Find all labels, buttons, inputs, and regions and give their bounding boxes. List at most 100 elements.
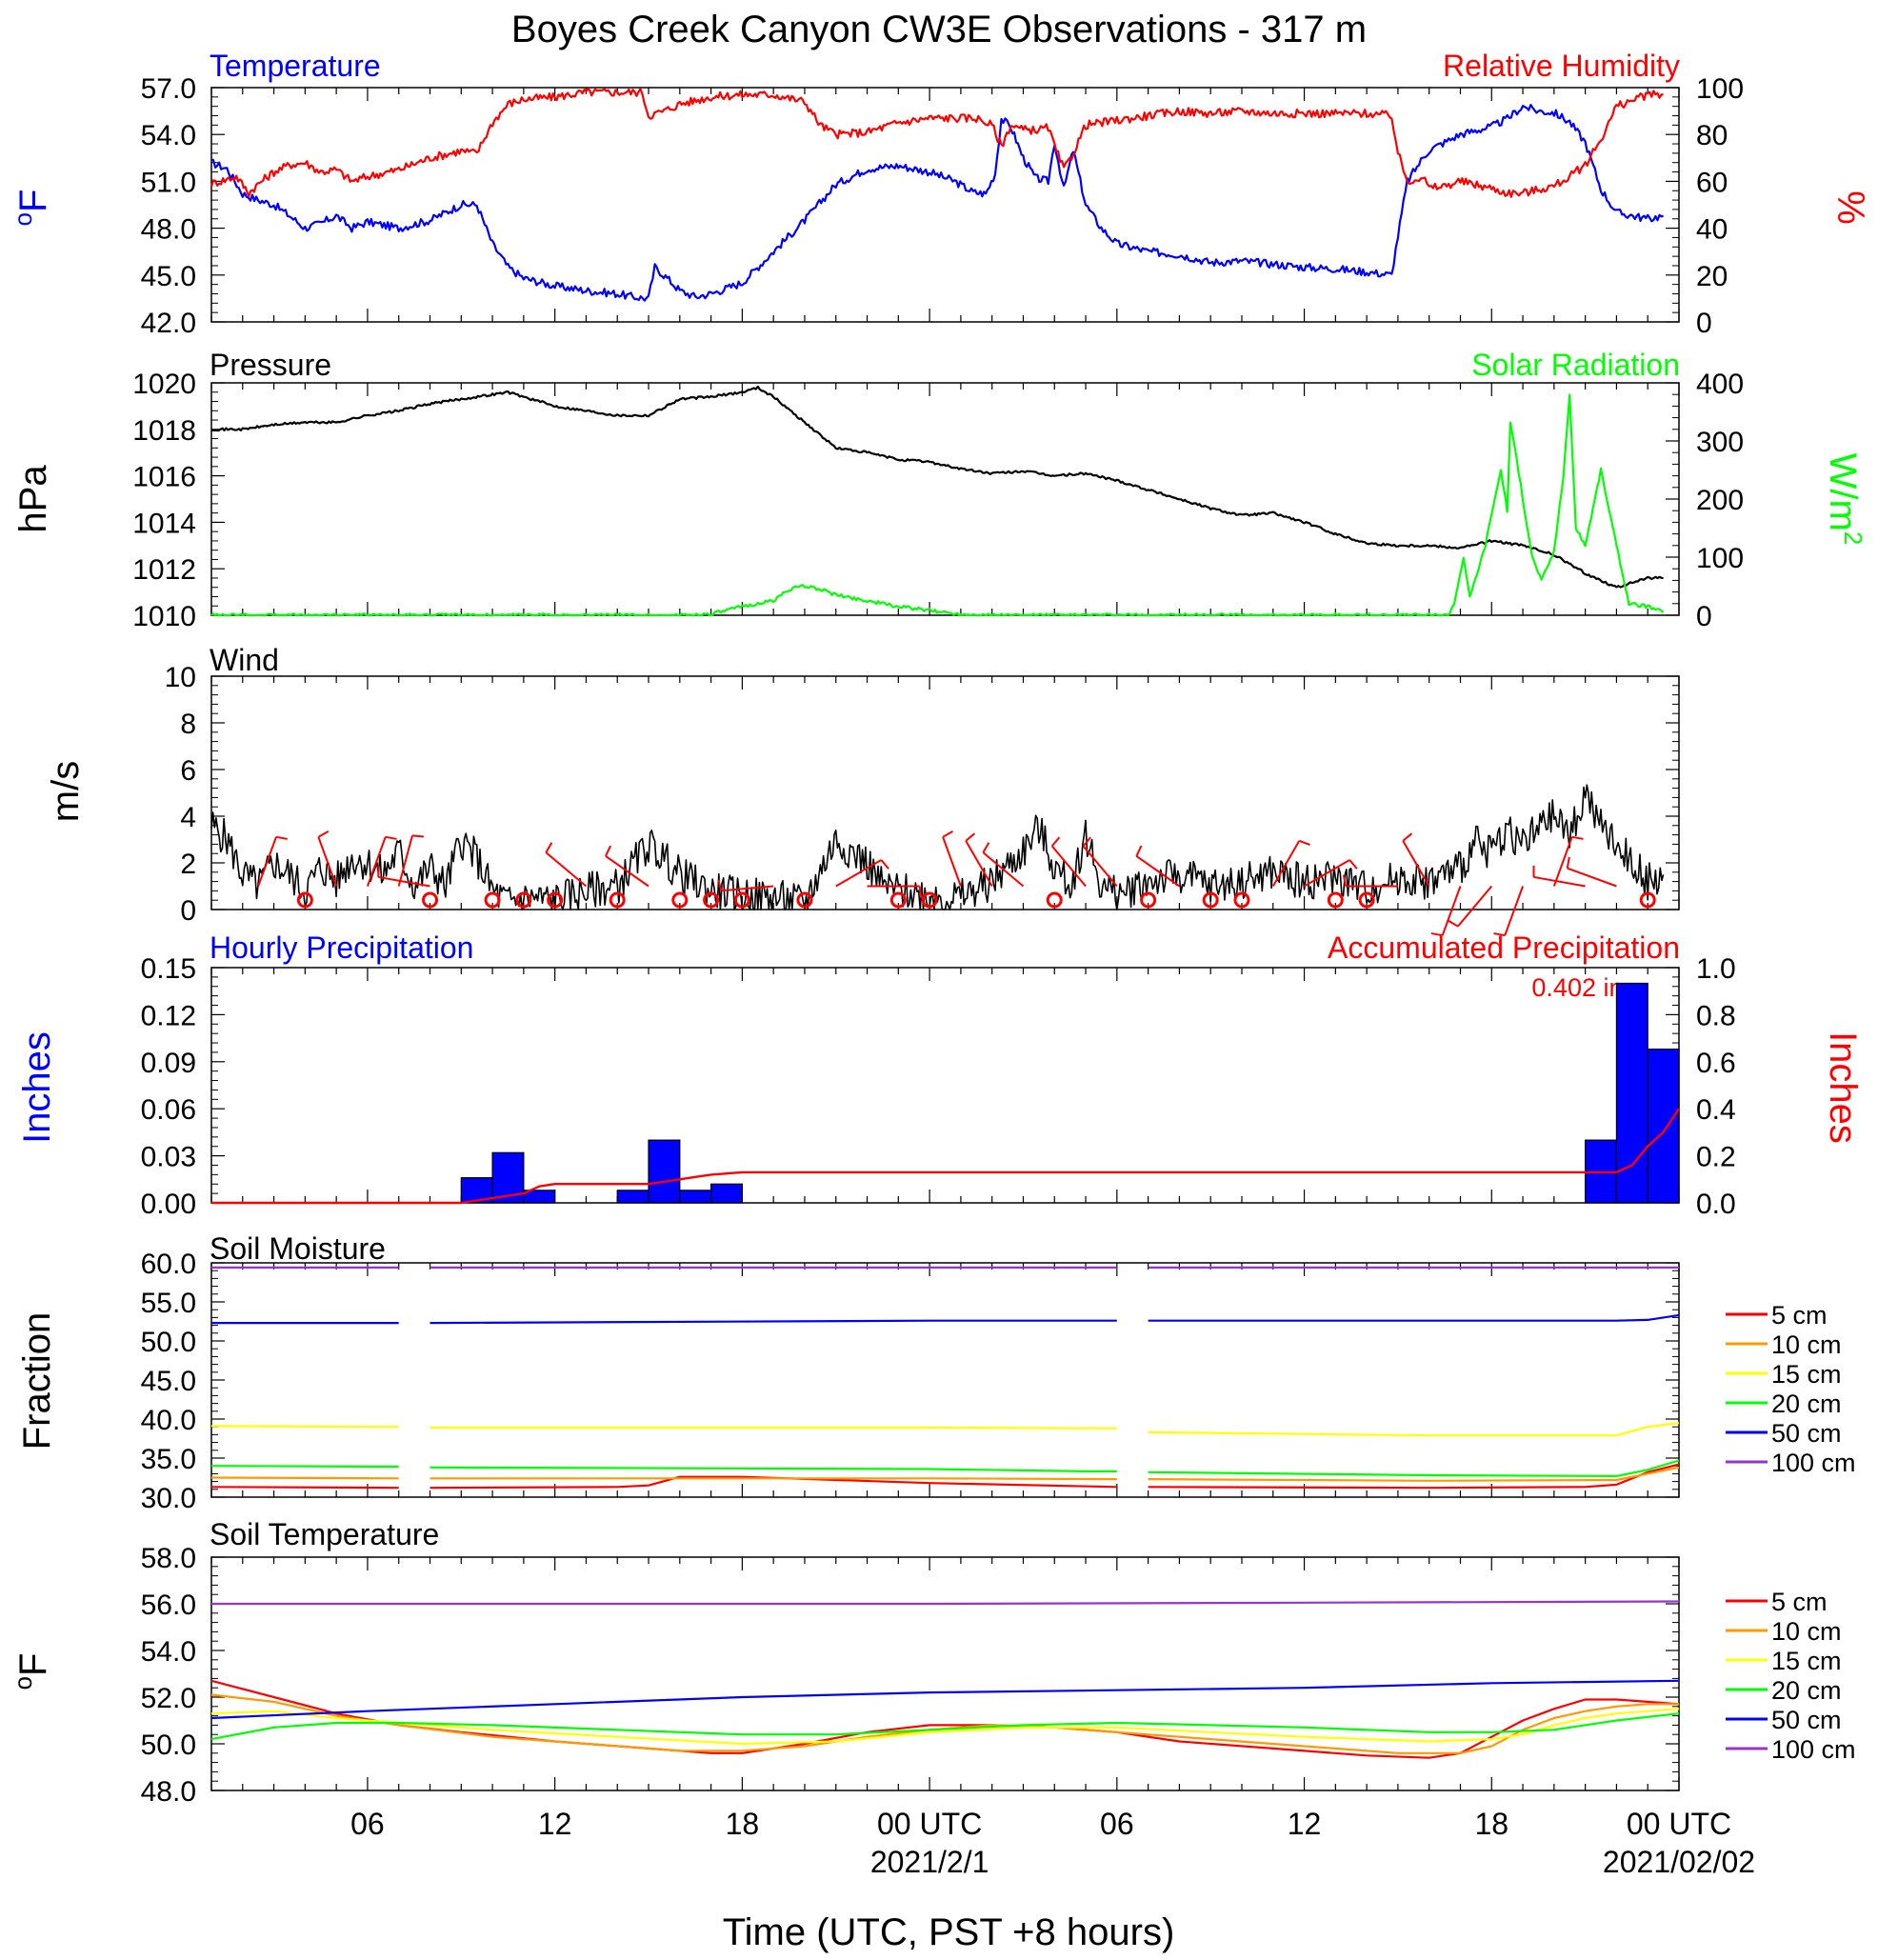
wind-barb-flag	[317, 830, 330, 838]
series-line-5-cm	[1148, 1463, 1680, 1490]
temperature-rh-panel: Temperature Relative Humidity oF %	[9, 49, 1871, 226]
wind-barb	[1567, 867, 1617, 888]
x-axis-label: Time (UTC, PST +8 hours)	[723, 1911, 1175, 1953]
x-date-label: 2021/2/1	[870, 1845, 989, 1879]
precipitation-panel: Hourly Precipitation Accumulated Precipi…	[16, 930, 1864, 1144]
wind-barb	[366, 836, 387, 887]
y-tick-label-right: 100	[1696, 543, 1744, 574]
plot-frame	[210, 967, 1680, 1204]
y-tick-label-left: 55.0	[141, 1288, 196, 1319]
series-line-5-cm	[430, 1475, 1117, 1490]
y-tick-label-right: 300	[1696, 427, 1744, 458]
x-date-label: 2021/02/02	[1603, 1845, 1755, 1879]
solar-axis-label: W/m2	[1822, 453, 1868, 546]
y-tick-label-left: 1020	[132, 369, 196, 400]
temperature-axis-label: oF	[9, 190, 54, 227]
hourly-precip-axis-label: Inches	[16, 1031, 58, 1144]
wind-barb-flag	[1349, 859, 1358, 870]
calm-wind-marker	[1233, 891, 1250, 909]
y-tick-label-left: 50.0	[141, 1730, 196, 1761]
solar-radiation-title: Solar Radiation	[1471, 348, 1680, 382]
wind-barb-flag	[275, 835, 288, 840]
x-tick-label: 18	[1474, 1807, 1508, 1841]
y-tick-label-left: 0	[180, 895, 196, 927]
wind-barb	[257, 836, 277, 887]
y-tick-label-right: 100	[1696, 73, 1744, 105]
pressure-title: Pressure	[210, 348, 331, 382]
y-tick-label-left: 0.09	[141, 1048, 196, 1079]
series-line-10-cm	[210, 1476, 399, 1480]
calm-wind-marker	[1046, 891, 1063, 909]
series-line-50-cm	[430, 1319, 1117, 1325]
series-line-20-cm	[210, 1465, 399, 1469]
y-tick-label-right: 40	[1696, 214, 1728, 246]
relative-humidity-title: Relative Humidity	[1443, 49, 1680, 83]
precip-total-annotation: 0.402 in.	[1531, 973, 1630, 1002]
legend-label: 5 cm	[1771, 1588, 1828, 1616]
y-tick-label-right: 0	[1696, 308, 1712, 339]
calm-wind-marker	[296, 891, 313, 909]
series-line-relative-humidity	[210, 88, 1664, 198]
wind-barb-flag	[411, 834, 424, 838]
y-tick-label-left: 8	[180, 709, 196, 740]
legend-label: 100 cm	[1771, 1735, 1856, 1764]
precip-bar	[679, 1190, 712, 1204]
y-tick-label-right: 80	[1696, 120, 1728, 151]
x-tick-label: 00 UTC	[1627, 1807, 1731, 1841]
accumulated-precip-axis-label: Inches	[1822, 1031, 1864, 1144]
y-tick-label-left: 54.0	[141, 120, 196, 151]
y-tick-label-left: 0.00	[141, 1189, 196, 1220]
soil-moisture-axis-label: Fraction	[16, 1312, 58, 1450]
wind-barb	[721, 885, 774, 892]
wind-barb-flag	[1448, 919, 1459, 928]
wind-barb-flag	[1342, 874, 1347, 887]
x-tick-label: 18	[726, 1807, 760, 1841]
wind-barb-flag	[1493, 932, 1506, 937]
y-tick-label-right: 0.2	[1696, 1142, 1736, 1173]
y-tick-label-left: 0.06	[141, 1094, 196, 1126]
y-tick-label-left: 0.15	[141, 953, 196, 985]
precip-bar	[709, 1183, 743, 1204]
calm-wind-marker	[1140, 891, 1157, 909]
wind-panel: Wind m/s	[45, 643, 279, 822]
wind-barb	[317, 836, 338, 887]
chart-marks: 42.045.048.051.054.057.00204060801001010…	[132, 73, 1755, 1879]
plot-frame	[210, 87, 1680, 323]
wind-barb-flag	[1298, 839, 1310, 846]
calm-wind-marker	[484, 891, 501, 909]
series-line-5-cm	[210, 1486, 399, 1490]
wind-barb	[1457, 885, 1493, 928]
y-tick-label-left: 52.0	[141, 1683, 196, 1714]
y-tick-label-left: 42.0	[141, 308, 196, 339]
y-tick-label-left: 54.0	[141, 1636, 196, 1668]
figure-title: Boyes Creek Canyon CW3E Observations - 3…	[511, 9, 1367, 50]
wind-barb	[965, 840, 993, 888]
calm-wind-marker	[796, 891, 813, 909]
wind-barb-flag	[385, 835, 397, 840]
legend-label: 20 cm	[1771, 1390, 1842, 1418]
y-tick-label-left: 58.0	[141, 1543, 196, 1574]
calm-wind-marker	[1358, 891, 1375, 909]
calm-wind-marker	[1327, 891, 1344, 909]
wind-barb	[1304, 859, 1350, 888]
y-tick-label-left: 50.0	[141, 1327, 196, 1358]
wind-barb	[1135, 855, 1180, 888]
y-tick-label-right: 200	[1696, 485, 1744, 516]
y-tick-label-left: 6	[180, 755, 196, 787]
accumulated-precip-line	[211, 1108, 1680, 1205]
wind-barb-flag	[1135, 845, 1143, 857]
x-tick-label: 06	[350, 1807, 385, 1841]
y-tick-label-left: 0.03	[141, 1142, 196, 1173]
wind-barb-flag	[545, 842, 553, 853]
y-tick-label-left: 1012	[132, 554, 196, 586]
soil-temperature-legend: 5 cm 10 cm 15 cm 20 cm 50 cm 100 cm	[1726, 1588, 1856, 1764]
rh-axis-label: %	[1829, 190, 1871, 225]
series-line-15-cm	[210, 1708, 1680, 1746]
y-tick-label-right: 400	[1696, 369, 1744, 400]
y-tick-label-left: 45.0	[141, 261, 196, 292]
calm-wind-marker	[671, 891, 689, 909]
y-tick-label-left: 1016	[132, 462, 196, 493]
series-line-temperature	[210, 103, 1665, 302]
y-tick-label-left: 30.0	[141, 1483, 196, 1514]
